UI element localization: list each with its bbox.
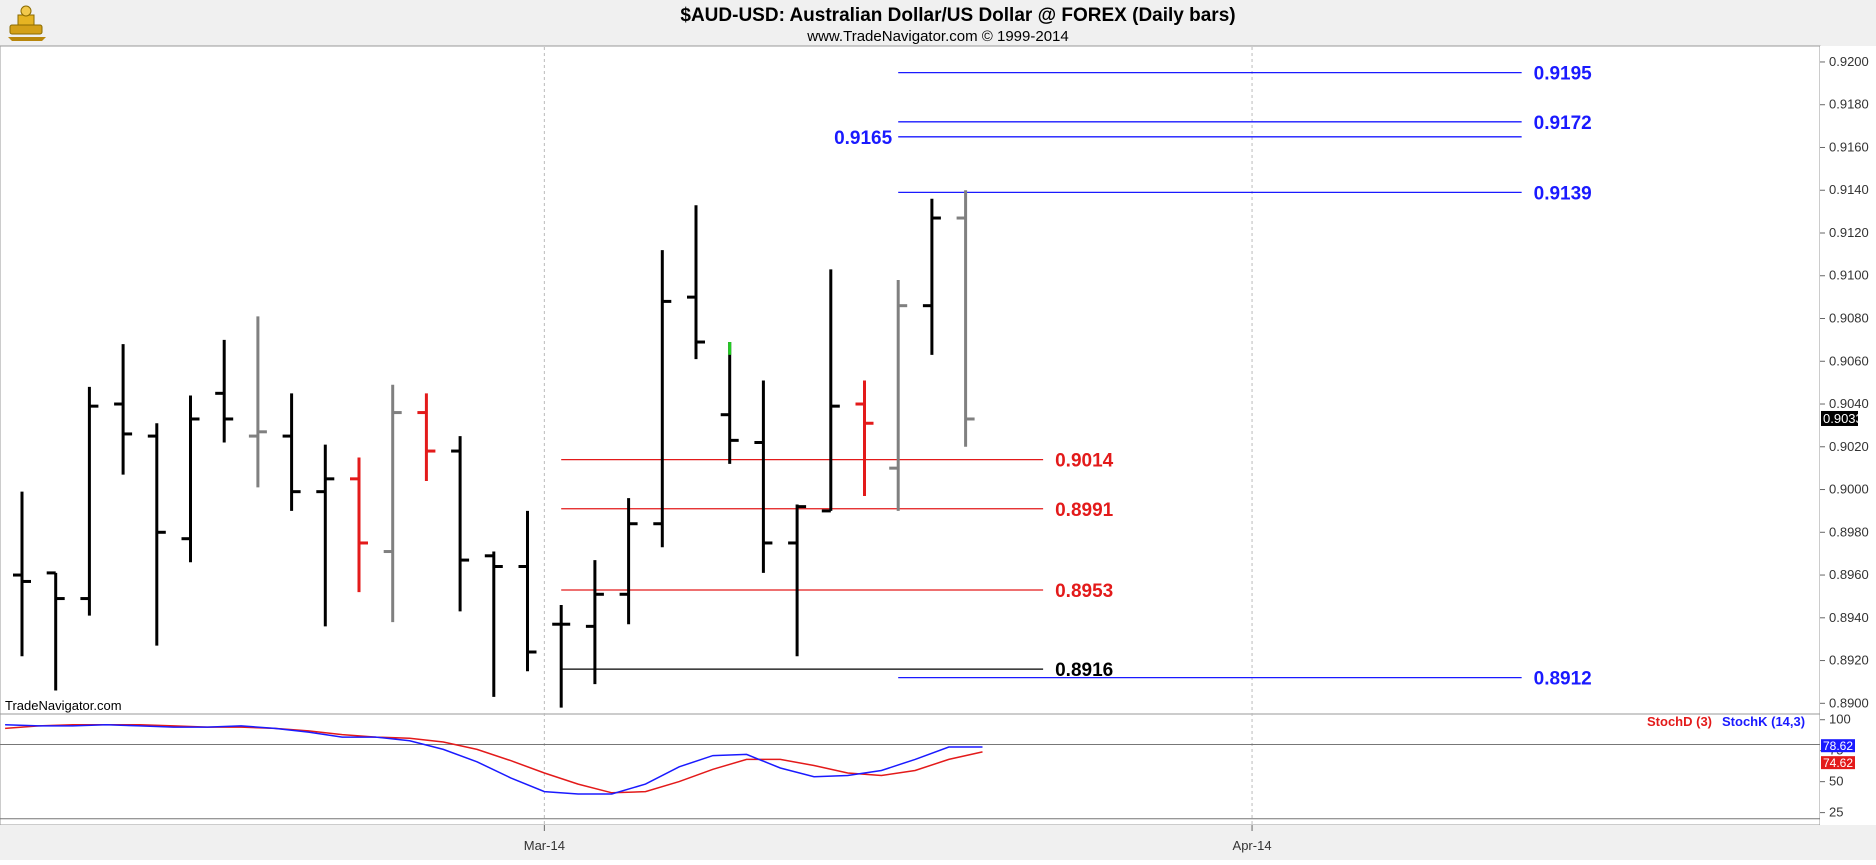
price-tick-label: 0.8960 [1829,567,1869,582]
level-lines: 0.9195 0.9172 0.9165 0.9139 0.9014 0.8991 0.89… [561,64,1592,690]
price-tick-label: 0.9060 [1829,353,1869,368]
level-label: 0.9195 [1534,64,1593,85]
stoch-k-line [5,723,983,795]
price-tick-label: 0.8900 [1829,695,1869,710]
stoch-k-legend: StochK (14,3) [1722,714,1805,729]
stoch-tick-label: 25 [1829,805,1843,820]
last-price-badge [1821,410,1858,426]
stoch-d-value: 74.62 [1823,756,1853,770]
price-tick-label: 0.9080 [1829,311,1869,326]
price-tick-label: 0.8920 [1829,653,1869,668]
level-label: 0.8912 [1534,669,1592,690]
level-label: 0.9139 [1534,183,1592,204]
x-tick-label: Mar-14 [524,838,565,853]
stoch-d-line [5,723,983,794]
price-tick-label: 0.8980 [1829,524,1869,539]
level-label: 0.9172 [1534,113,1592,134]
bottom-axis-band [0,825,1876,860]
x-axis: Mar-14 Apr-14 [524,825,1272,853]
price-tick-label: 0.9200 [1829,54,1869,69]
price-tick-label: 0.9180 [1829,97,1869,112]
ohlc-bars [13,190,975,708]
price-tick-label: 0.9000 [1829,482,1869,497]
grid-lines [543,47,1253,825]
right-axis-band [1820,46,1876,825]
price-tick-label: 0.9020 [1829,439,1869,454]
logo-icon [8,5,46,41]
stoch-panel [0,713,1821,826]
stoch-tick-label: 50 [1829,774,1843,789]
stoch-tick-label: 100 [1829,712,1851,727]
price-tick-label: 0.9140 [1829,182,1869,197]
level-label: 0.8991 [1055,500,1114,521]
price-tick-label: 0.9160 [1829,139,1869,154]
level-label: 0.9014 [1055,451,1114,472]
watermark: TradeNavigator.com [5,698,122,713]
chart-title: $AUD-USD: Australian Dollar/US Dollar @ … [680,5,1235,26]
level-label: 0.8916 [1055,660,1113,681]
stoch-k-value: 78.62 [1823,739,1853,753]
price-panel [0,45,1821,715]
level-label: 0.9165 [834,128,893,149]
price-tick-label: 0.8940 [1829,610,1869,625]
last-price-label: 0.9033 [1823,411,1863,426]
chart-subtitle: www.TradeNavigator.com © 1999-2014 [806,28,1068,45]
level-label: 0.8953 [1055,581,1113,602]
price-axis: 0.8900 0.8920 0.8940 0.8960 0.8980 0.9000 0.90… [1820,54,1869,710]
stoch-d-badge [1821,756,1855,770]
price-tick-label: 0.9100 [1829,268,1869,283]
price-tick-label: 0.9040 [1829,396,1869,411]
x-tick-label: Apr-14 [1233,838,1272,853]
stoch-d-legend: StochD (3) [1647,714,1712,729]
price-tick-label: 0.9120 [1829,225,1869,240]
header-band [0,0,1876,46]
stoch-k-badge [1821,739,1855,753]
